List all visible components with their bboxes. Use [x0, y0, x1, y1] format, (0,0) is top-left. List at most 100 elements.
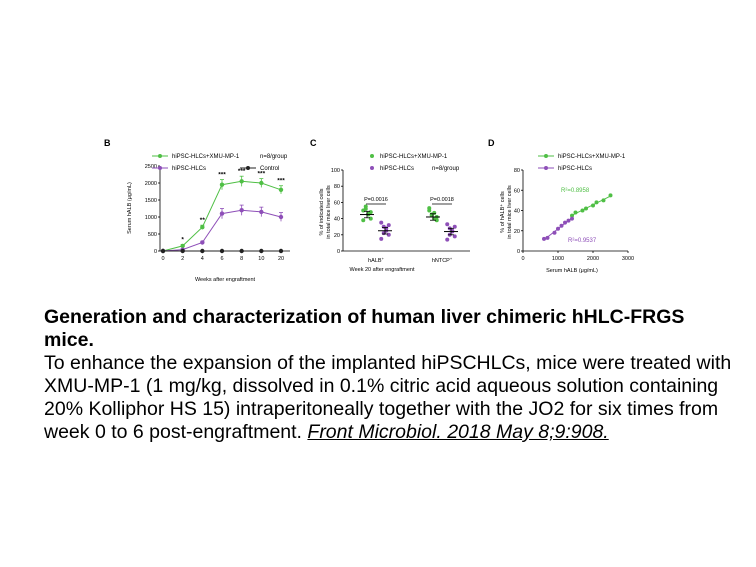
panel-c-point — [361, 218, 366, 223]
panel-b-point — [219, 211, 225, 216]
panel-b-x-tick-label: 2 — [181, 256, 184, 262]
panel-d-point — [594, 200, 599, 205]
figure: B 0 500 1000 1500 2000 2500 0 2 4 6 8 10 20 Weeks afte… — [104, 138, 634, 283]
panel-d-y-tick-label: 20 — [514, 229, 520, 235]
panel-c-p-value: P=0.0018 — [430, 197, 454, 203]
panel-b-y-tick-label: 1000 — [145, 215, 157, 221]
panel-d-legend-hlcs-label: hiPSC-HLCs — [558, 166, 592, 172]
panel-c-y-tick-label: 80 — [334, 184, 340, 190]
panel-c-point — [452, 234, 457, 239]
panel-b-y-tick-label: 500 — [148, 232, 157, 238]
panel-b-point — [259, 180, 264, 186]
panel-b-legend-hlcs-marker — [158, 166, 162, 170]
panel-b-point — [160, 248, 166, 254]
panel-d-y-axis-title-2: in total mice liver cells — [507, 185, 513, 239]
panel-c-x-axis-title: Week 20 after engraftment — [349, 267, 414, 273]
panel-c-y-tick-label: 100 — [331, 168, 340, 174]
panel-c-y-tick-label: 20 — [334, 233, 340, 239]
panel-b-significance: * — [181, 237, 184, 244]
panel-c-y-axis-title-1: % of indicated cells — [319, 188, 325, 235]
panel-b-legend-xmu-marker — [158, 154, 162, 158]
panel-d-r2-xmu: R²=0.8958 — [561, 188, 590, 194]
panel-d-point — [563, 220, 567, 225]
panel-c-point — [445, 222, 450, 227]
panel-d-y-tick-label: 40 — [514, 209, 520, 215]
caption-citation[interactable]: Front Microbiol. 2018 May 8;9:908. — [307, 421, 609, 443]
panel-b-x-tick-label: 8 — [240, 256, 243, 262]
panel-d-y-tick-label: 80 — [514, 168, 520, 174]
panel-b-y-tick-label: 1500 — [145, 198, 157, 204]
panel-c-p-value: P=0.0016 — [364, 197, 388, 203]
panel-c-letter: C — [310, 138, 317, 148]
panel-d-y-tick-label: 0 — [517, 249, 520, 255]
panel-d-r2-hlcs: R²=0.9537 — [568, 238, 597, 244]
panel-d-x-axis-title: Serum hALB (μg/mL) — [546, 268, 598, 274]
panel-c-y-tick-label: 0 — [337, 249, 340, 255]
panel-b-point — [200, 248, 205, 254]
panel-b-x-tick-label: 4 — [201, 256, 204, 262]
panel-b-significance: *** — [238, 168, 246, 175]
panel-b-significance: ** — [200, 217, 206, 224]
panel-d-x-tick-label: 2000 — [587, 256, 599, 262]
panel-d-point — [559, 223, 564, 228]
panel-b-x-tick-label: 20 — [278, 256, 284, 262]
panel-d-y-tick-label: 60 — [514, 188, 520, 194]
panel-b-point — [259, 248, 264, 254]
panel-d-point — [545, 235, 550, 240]
panel-c-y-tick-label: 60 — [334, 200, 340, 206]
panel-d-point — [552, 230, 557, 235]
panel-b-x-tick-label: 6 — [220, 256, 223, 262]
panel-d-legend-hlcs-marker — [544, 166, 548, 170]
panel-c-point — [368, 210, 373, 215]
panel-b-legend-control-label: Control — [260, 166, 279, 172]
panel-c-point — [363, 206, 368, 211]
panel-b-legend-xmu-label: hiPSC-HLCs+XMU-MP-1 — [172, 154, 240, 160]
panel-b-group-note: n=8/group — [260, 154, 288, 160]
panel-b-letter: B — [104, 138, 111, 148]
panel-b-point — [200, 225, 205, 230]
panel-d-point — [608, 193, 613, 198]
panel-d-y-axis-title-1: % of hALB⁺ cells — [499, 191, 506, 233]
panel-d-x-tick-label: 0 — [521, 256, 524, 262]
panel-b-x-axis-title: Weeks after engraftment — [195, 277, 256, 283]
panel-b-point — [278, 248, 284, 254]
panel-d-point — [570, 216, 574, 221]
panel-b-point — [278, 214, 284, 220]
panel-d-point — [573, 210, 578, 215]
panel-d-point — [566, 218, 571, 223]
panel-c-category-label: hALB+ — [368, 256, 384, 265]
panel-c-point — [379, 236, 384, 241]
caption-body: To enhance the expansion of the implante… — [44, 352, 732, 443]
panel-b-point — [239, 208, 244, 213]
panel-b-point — [239, 179, 244, 184]
panel-d-point — [601, 198, 606, 203]
panel-c-y-axis-title-2: in total mice liver cells — [326, 185, 332, 239]
panel-d-x-tick-label: 3000 — [622, 256, 634, 262]
panel-b-y-axis-title: Serum hALB (μg/mL) — [127, 182, 133, 234]
panel-c-legend-label: hiPSC-HLCs — [380, 166, 414, 172]
panel-c-category-sup: + — [450, 256, 453, 261]
panel-d-point — [542, 236, 546, 241]
panel-d-point — [584, 206, 588, 211]
panel-d-point — [556, 226, 560, 231]
panel-d-legend-xmu-label: hiPSC-HLCs+XMU-MP-1 — [558, 154, 626, 160]
panel-d-point — [591, 203, 595, 208]
panel-c-group-note: n=8/group — [432, 166, 460, 172]
panel-b-point — [180, 243, 185, 249]
panel-c-legend-marker — [370, 154, 374, 158]
panel-c-category-sup: + — [382, 256, 385, 261]
panel-b-y-tick-label: 2000 — [145, 181, 157, 187]
panel-b-point — [219, 182, 225, 187]
panel-b-y-tick-label: 2500 — [145, 164, 157, 170]
panel-c-point — [445, 237, 450, 242]
panel-b-point — [259, 209, 264, 215]
panel-d-letter: D — [488, 138, 495, 148]
panel-b-x-tick-label: 10 — [258, 256, 264, 262]
figure-caption: Generation and characterization of human… — [44, 306, 734, 444]
panel-b-point — [200, 240, 205, 245]
panel-b-point — [180, 248, 185, 254]
panel-c-y-tick-label: 40 — [334, 217, 340, 223]
panel-b-y-tick-label: 0 — [154, 249, 157, 255]
panel-c-legend-label: hiPSC-HLCs+XMU-MP-1 — [380, 154, 448, 160]
